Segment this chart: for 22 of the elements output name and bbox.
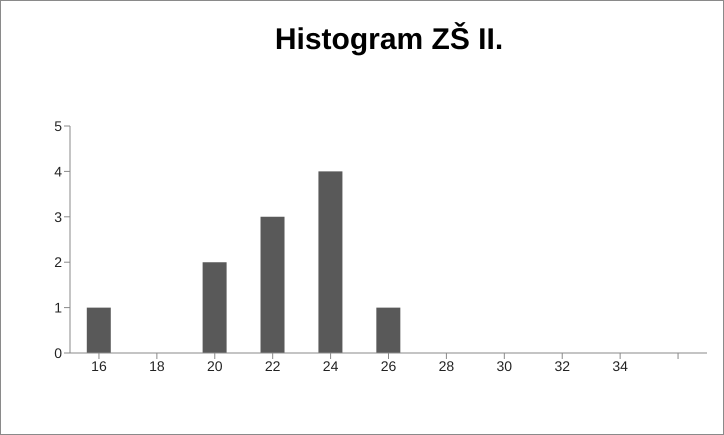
x-tick-label: 20 [206,358,223,374]
bar [86,308,111,353]
bar [318,171,342,353]
bar [202,262,227,353]
chart-title: Histogram ZŠ II. [274,23,504,57]
x-tick-label: 22 [264,358,281,374]
x-tick-label: 32 [554,358,570,374]
x-tick-label: 26 [380,358,396,374]
bar [376,308,400,353]
bar [260,216,285,353]
x-tick-label: 18 [149,358,165,374]
y-tick-label: 0 [54,344,62,361]
y-tick-label: 2 [54,254,62,270]
y-tick-label: 3 [54,208,62,225]
x-tick-label: 34 [612,358,628,374]
x-tick-label: 28 [438,358,454,374]
y-tick-label: 5 [54,118,62,134]
x-tick-label: 16 [91,358,107,374]
x-tick-label: 24 [322,358,339,374]
y-tick-label: 1 [54,300,62,316]
x-tick-label: 30 [496,358,512,374]
y-tick-label: 4 [54,163,62,180]
